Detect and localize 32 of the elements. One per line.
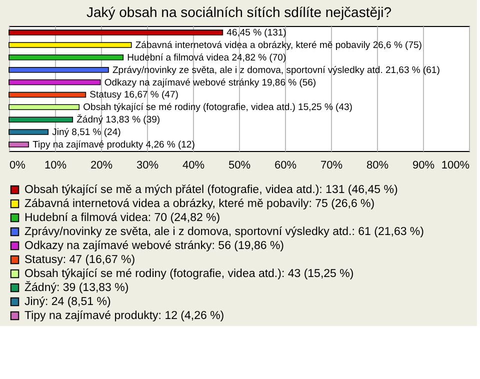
x-tick-label: 60% [274, 160, 297, 172]
legend-label: Obsah týkající se mé rodiny (fotografie, videa atd.): 43 (15,25 %) [24, 268, 354, 280]
legend-label: Obsah týkající se mě a mých přátel (fotografie, videa atd.): 131 (46,45 %) [24, 184, 398, 196]
chart-title: Jaký obsah na sociálních sítích sdílíte nejčastěji? [86, 4, 392, 20]
x-tick-label: 10% [44, 160, 67, 172]
data-label: Obsah týkající se mé rodiny (fotografie, videa atd.) 15,25 % (43) [83, 102, 352, 114]
x-tick-label: 20% [90, 160, 113, 172]
legend-label: Žádný: 39 (13,83 %) [24, 280, 129, 294]
legend-label: Hudební a filmová videa: 70 (24,82 %) [24, 212, 220, 224]
legend-label: Jiný: 24 (8,51 %) [24, 296, 111, 308]
data-label: Zprávy/novinky ze světa, ale i z domova, sportovní výsledky atd. 21,63 % (61) [112, 64, 440, 76]
x-tick-label: 70% [320, 160, 343, 172]
x-tick-label: 50% [228, 160, 251, 172]
data-label: Hudební a filmová videa 24,82 % (70) [127, 52, 286, 64]
data-label: Jiný 8,51 % (24) [52, 127, 121, 138]
x-tick-label: 90% [412, 160, 435, 172]
x-tick-label: 0% [10, 160, 26, 172]
data-label: Tipy na zajímavé produkty 4,26 % (12) [32, 139, 195, 150]
legend-label: Tipy na zajímavé produkty: 12 (4,26 %) [24, 310, 224, 322]
data-label: Žádný 13,83 % (39) [76, 114, 160, 126]
legend-label: Odkazy na zajímavé webové stránky: 56 (19,86 %) [24, 240, 284, 252]
legend-label: Statusy: 47 (16,67 %) [24, 254, 136, 266]
data-label: 46,45 % (131) [226, 28, 286, 39]
data-label: Odkazy na zajímavé webové stránky 19,86 % (56) [104, 77, 316, 88]
data-label: Zábavná internetová videa a obrázky, které mě pobavily 26,6 % (75) [135, 40, 422, 51]
x-tick-label: 80% [366, 160, 389, 172]
x-tick-label: 30% [136, 160, 159, 172]
x-tick-label: 40% [182, 160, 205, 172]
data-label: Statusy 16,67 % (47) [90, 90, 178, 101]
x-tick-label: 100% [441, 160, 470, 172]
legend-label: Zprávy/novinky ze světa, ale i z domova, sportovní výsledky atd.: 61 (21,63 %) [24, 226, 424, 238]
legend-label: Zábavná internetová videa a obrázky, které mě pobavily: 75 (26,6 %) [24, 198, 375, 210]
